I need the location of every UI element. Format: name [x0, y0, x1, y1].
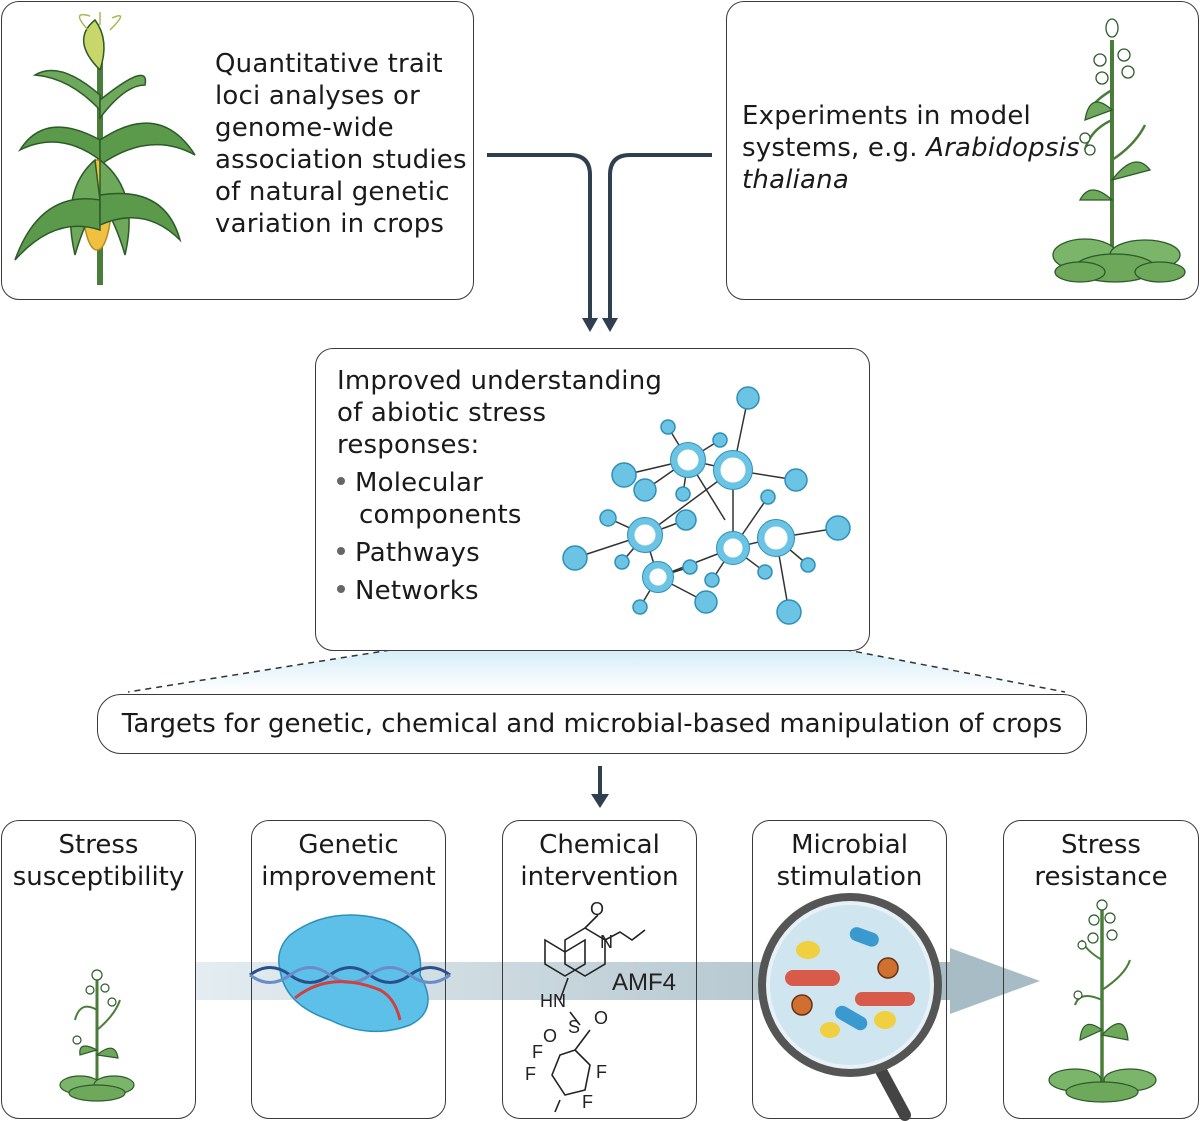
flow-arrow-head — [950, 948, 1040, 1014]
atom-f3: F — [596, 1062, 607, 1082]
wilted-plant-icon — [59, 969, 135, 1102]
panel-1-line1: Stress — [58, 830, 139, 860]
atom-n-ring: N — [600, 932, 613, 952]
panel-microbial-stimulation: Microbial stimulation — [752, 820, 947, 1119]
panel-chemical-intervention-title: Chemical intervention — [503, 829, 696, 893]
arabidopsis-genus: Arabidopsis — [926, 133, 1080, 163]
bullet-molecular-line2: components — [359, 500, 522, 530]
panel-stress-resistance-title: Stress resistance — [1004, 829, 1198, 893]
bullet-molecular: Molecular — [337, 467, 662, 499]
bullet-dot — [337, 476, 345, 485]
understanding-text: Improved understanding of abiotic stress… — [337, 365, 662, 607]
panel-1-line2: susceptibility — [12, 862, 185, 892]
bullet-molecular-line1: Molecular — [355, 468, 483, 498]
model-systems-text: Experiments in model systems, e.g. Arabi… — [742, 100, 1080, 196]
atom-f2: F — [525, 1064, 536, 1084]
panel-3-line2: intervention — [520, 862, 679, 892]
panel-genetic-improvement: Genetic improvement — [251, 820, 446, 1119]
zoom-fan — [128, 610, 1065, 692]
magnifier-microbes-icon — [758, 893, 942, 1121]
model-line-2: systems, e.g. Arabidopsis — [742, 132, 1080, 164]
amf4-label: AMF4 — [612, 969, 676, 996]
panel-2-line2: improvement — [261, 862, 436, 892]
qtl-line-6: variation in crops — [215, 209, 445, 239]
atom-f4: F — [582, 1092, 593, 1112]
arrow-down-head — [591, 794, 609, 808]
qtl-line-3: genome-wide — [215, 113, 394, 143]
qtl-line-5: of natural genetic — [215, 177, 450, 207]
understanding-line-3: responses: — [337, 430, 480, 460]
panel-5-line2: resistance — [1034, 862, 1168, 892]
dna-protein-icon — [249, 914, 451, 1033]
atom-o-right: O — [594, 1008, 608, 1028]
bullet-pathways-label: Pathways — [355, 538, 480, 568]
qtl-line-1: Quantitative trait — [215, 49, 443, 79]
qtl-line-2: loci analyses or — [215, 81, 421, 111]
qtl-gwas-box — [1, 1, 474, 300]
panel-4-line2: stimulation — [776, 862, 923, 892]
atom-s: S — [568, 1017, 580, 1037]
qtl-line-4: association studies — [215, 145, 467, 175]
bullet-dot — [337, 584, 345, 593]
understanding-line-2: of abiotic stress — [337, 398, 547, 428]
targets-banner-text: Targets for genetic, chemical and microb… — [121, 709, 1063, 739]
panel-2-line1: Genetic — [298, 830, 399, 860]
atom-o-top: O — [590, 899, 604, 919]
panel-stress-susceptibility-title: Stress susceptibility — [2, 829, 195, 893]
amf4-atom-labels: O N HN S O O F F F F — [525, 899, 613, 1112]
atom-o-left: O — [543, 1026, 557, 1046]
bullet-networks: Networks — [337, 575, 662, 607]
amf4-structure-icon — [544, 914, 646, 1113]
panel-stress-susceptibility: Stress susceptibility — [1, 820, 196, 1119]
model-line-2-prefix: systems, e.g. — [742, 133, 927, 163]
atom-f1: F — [532, 1042, 543, 1062]
panel-5-line1: Stress — [1061, 830, 1141, 860]
bullet-pathways: Pathways — [337, 537, 662, 569]
atom-hn: HN — [540, 991, 566, 1011]
qtl-gwas-text: Quantitative trait loci analyses or geno… — [215, 48, 467, 240]
arabidopsis-species: thaliana — [742, 165, 849, 195]
healthy-plant-icon — [1048, 899, 1157, 1103]
panel-stress-resistance: Stress resistance — [1003, 820, 1199, 1119]
bullet-networks-label: Networks — [355, 576, 479, 606]
targets-banner: Targets for genetic, chemical and microb… — [97, 694, 1087, 754]
understanding-line-1: Improved understanding — [337, 366, 663, 396]
panel-4-line1: Microbial — [791, 830, 908, 860]
panel-3-line1: Chemical — [539, 830, 660, 860]
arrow-head-left — [582, 318, 598, 332]
panel-chemical-intervention: Chemical intervention — [502, 820, 697, 1119]
bullet-dot — [337, 546, 345, 555]
arrow-head-right — [602, 318, 618, 332]
panel-genetic-improvement-title: Genetic improvement — [252, 829, 445, 893]
understanding-box — [315, 348, 870, 651]
model-line-1: Experiments in model — [742, 101, 1031, 131]
converging-arrows — [487, 153, 712, 322]
panel-microbial-stimulation-title: Microbial stimulation — [753, 829, 946, 893]
